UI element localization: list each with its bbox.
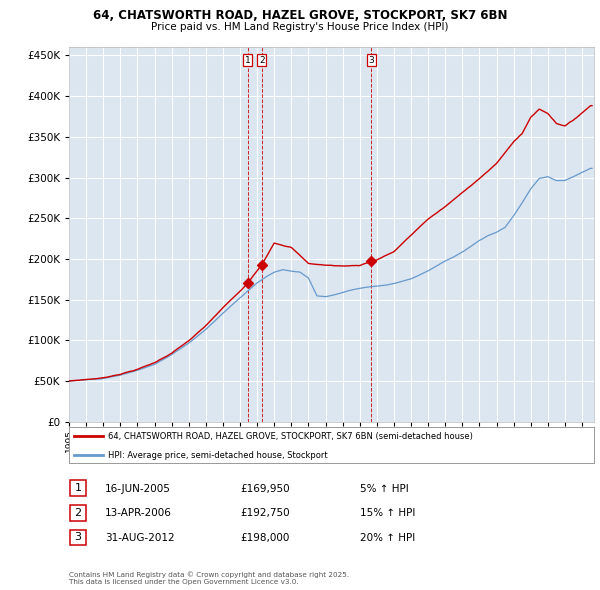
Text: 1: 1 [245,56,251,65]
Text: 2: 2 [74,508,82,517]
Text: 16-JUN-2005: 16-JUN-2005 [105,484,171,493]
Text: 3: 3 [368,56,374,65]
Text: 5% ↑ HPI: 5% ↑ HPI [360,484,409,493]
Text: 3: 3 [74,533,82,542]
Text: 20% ↑ HPI: 20% ↑ HPI [360,533,415,543]
Text: £169,950: £169,950 [240,484,290,493]
Text: 64, CHATSWORTH ROAD, HAZEL GROVE, STOCKPORT, SK7 6BN (semi-detached house): 64, CHATSWORTH ROAD, HAZEL GROVE, STOCKP… [109,432,473,441]
Text: 13-APR-2006: 13-APR-2006 [105,509,172,518]
Text: 1: 1 [74,483,82,493]
Text: £198,000: £198,000 [240,533,289,543]
Text: HPI: Average price, semi-detached house, Stockport: HPI: Average price, semi-detached house,… [109,451,328,460]
Text: 64, CHATSWORTH ROAD, HAZEL GROVE, STOCKPORT, SK7 6BN: 64, CHATSWORTH ROAD, HAZEL GROVE, STOCKP… [93,9,507,22]
Text: £192,750: £192,750 [240,509,290,518]
Text: Price paid vs. HM Land Registry's House Price Index (HPI): Price paid vs. HM Land Registry's House … [151,22,449,32]
Text: 2: 2 [259,56,265,65]
Text: 31-AUG-2012: 31-AUG-2012 [105,533,175,543]
Text: Contains HM Land Registry data © Crown copyright and database right 2025.
This d: Contains HM Land Registry data © Crown c… [69,572,349,585]
Text: 15% ↑ HPI: 15% ↑ HPI [360,509,415,518]
